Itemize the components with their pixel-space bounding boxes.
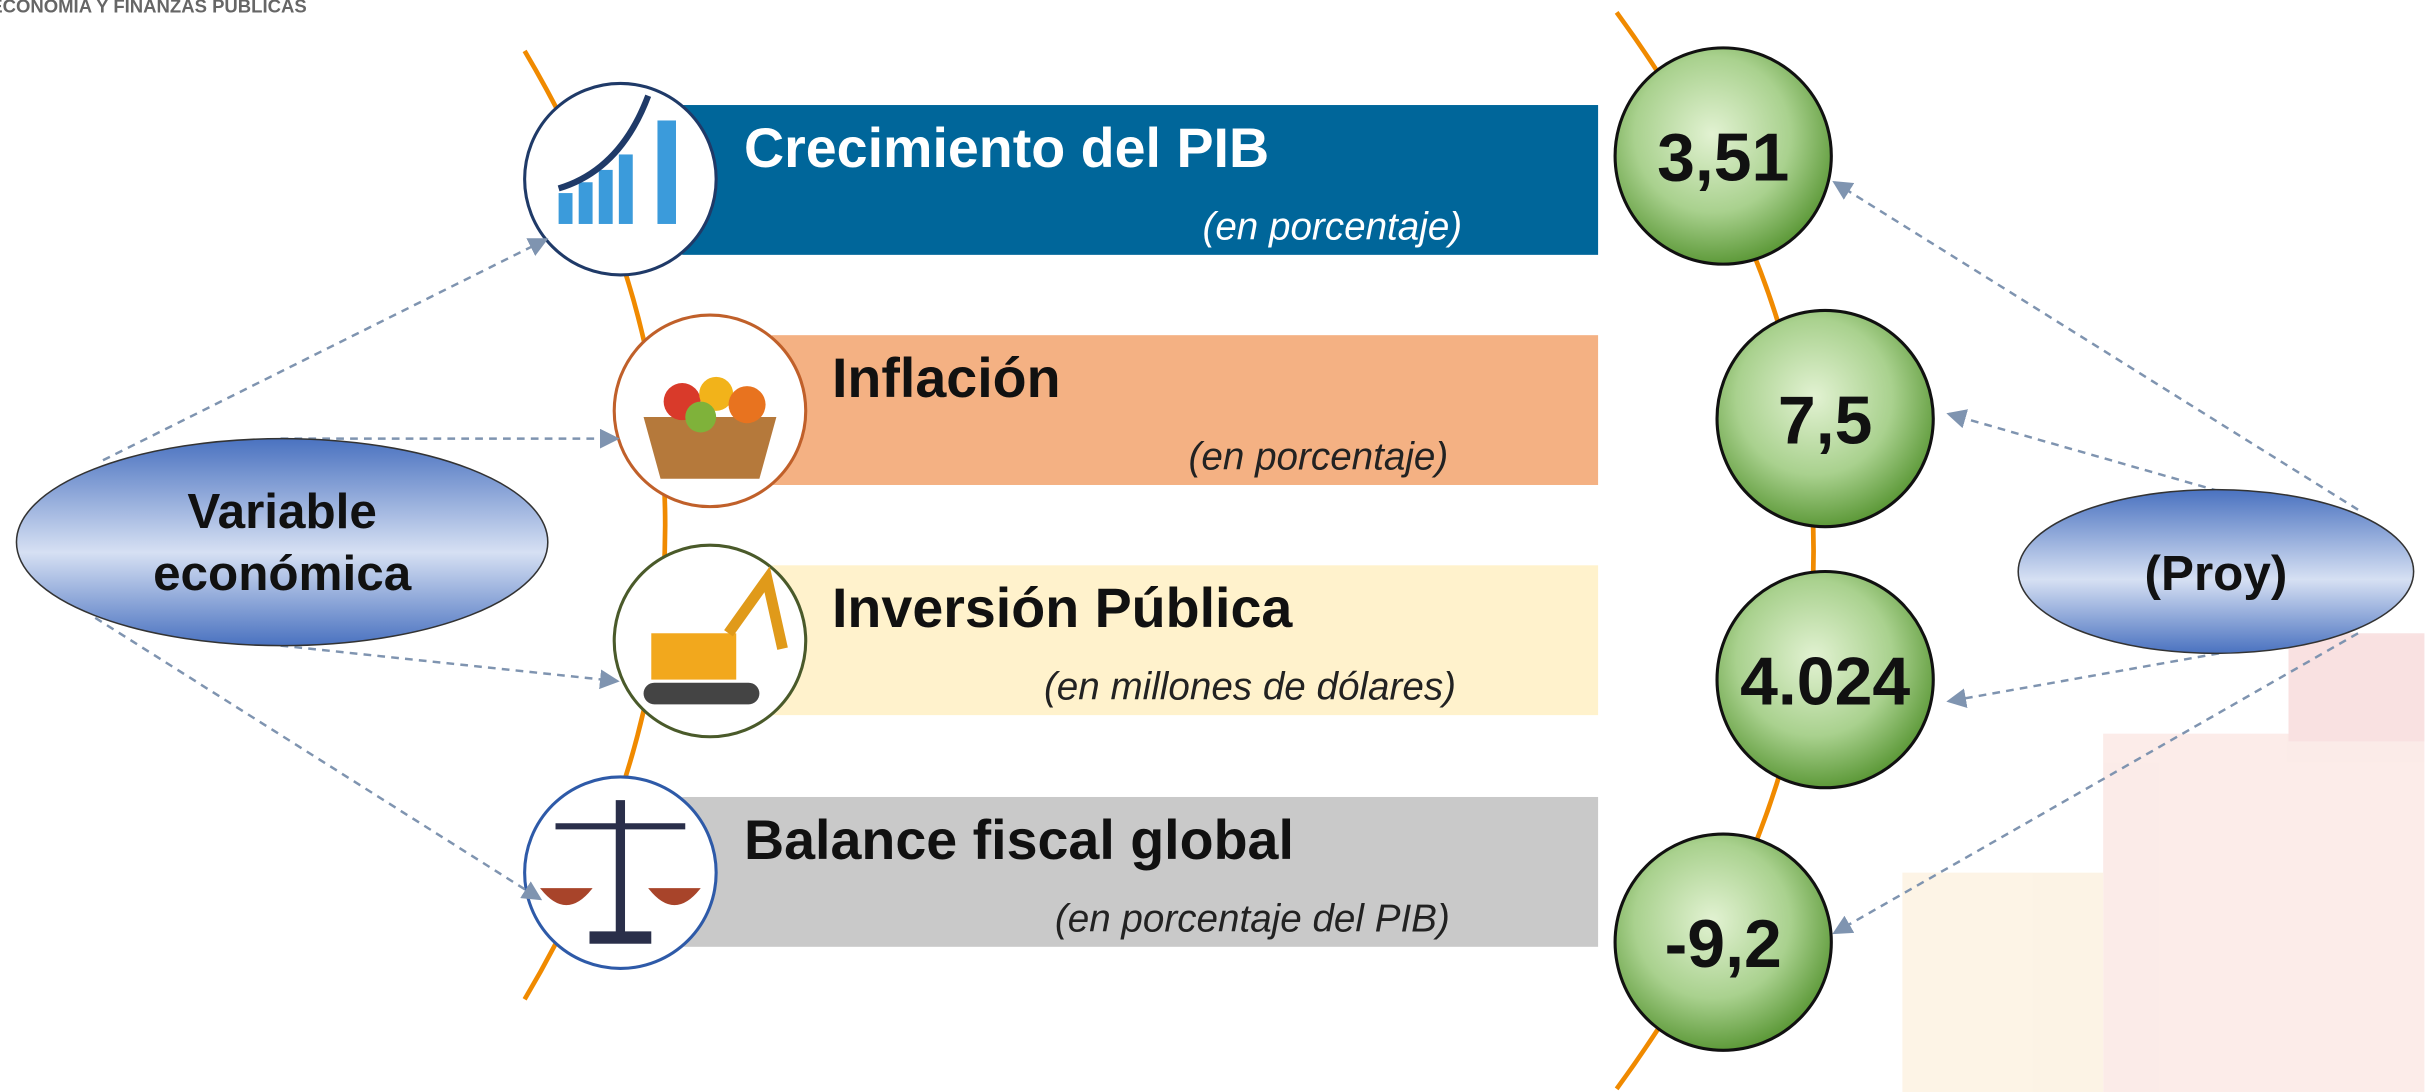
page: ECONOMIA Y FINANZAS PUBLICAS Crecimiento…	[0, 0, 2427, 1092]
slide: ECONOMIA Y FINANZAS PUBLICAS Crecimiento…	[0, 0, 2427, 1092]
row-subtitle: (en porcentaje)	[1189, 436, 1449, 479]
left-ellipse	[16, 439, 547, 646]
decor	[1902, 633, 2424, 1092]
row-value: 7,5	[1778, 382, 1872, 458]
row-subtitle: (en porcentaje del PIB)	[1055, 897, 1450, 940]
value-circles	[1615, 48, 1933, 1050]
row-value: 3,51	[1657, 120, 1789, 196]
row-title: Inversión Pública	[832, 577, 1293, 639]
row-subtitle: (en millones de dólares)	[1044, 666, 1456, 709]
row-title: Inflación	[832, 347, 1061, 409]
row-title: Crecimiento del PIB	[744, 117, 1269, 179]
row-value: 4.024	[1740, 643, 1910, 719]
row-title: Balance fiscal global	[744, 809, 1294, 871]
row-value: -9,2	[1665, 906, 1782, 982]
header: ECONOMIA Y FINANZAS PUBLICAS	[0, 0, 307, 16]
right-label: (Proy)	[2145, 546, 2288, 601]
row-subtitle: (en porcentaje)	[1202, 205, 1462, 248]
